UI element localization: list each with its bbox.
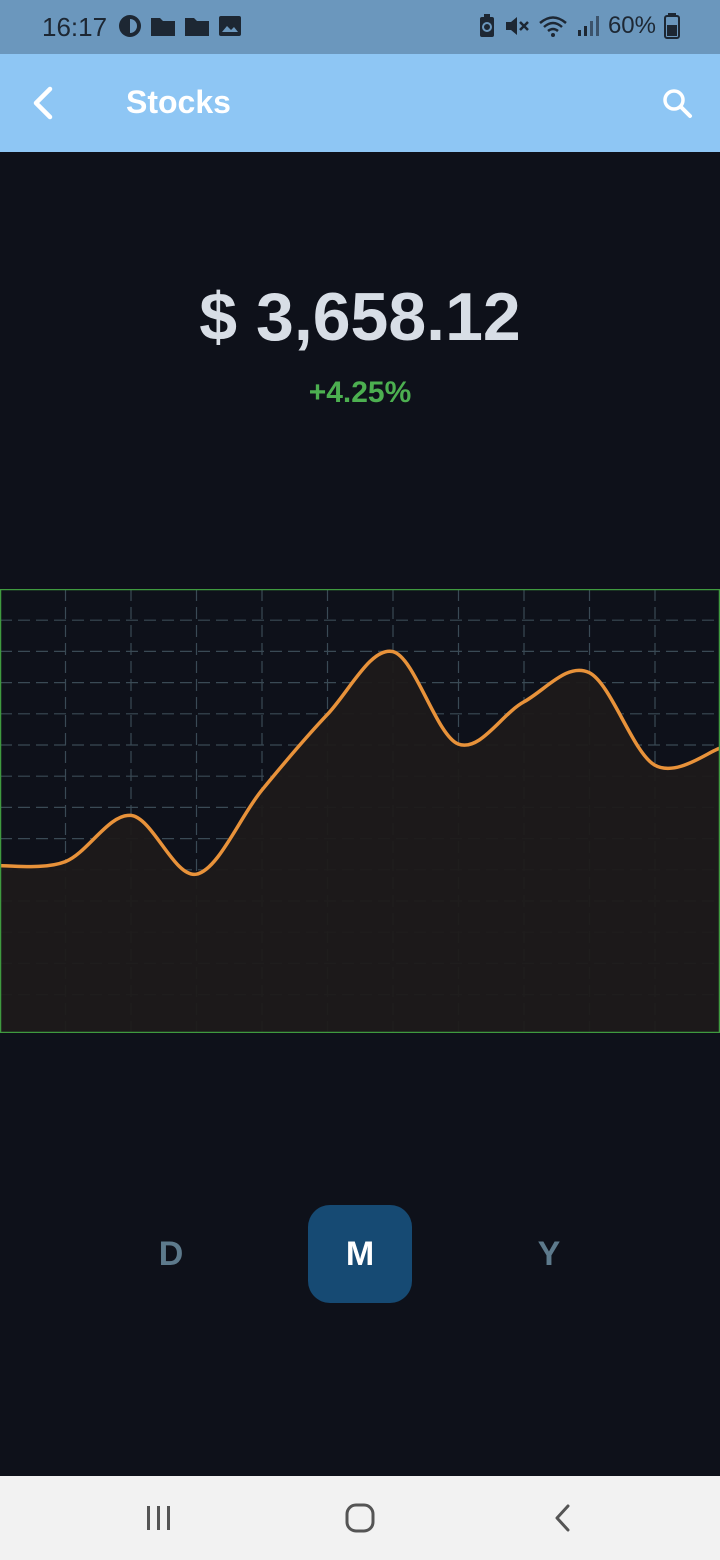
tab-day[interactable]: D <box>158 1234 184 1273</box>
signal-icon <box>577 16 599 36</box>
image-icon <box>219 16 241 36</box>
chart-area <box>0 651 720 1033</box>
range-tabs: D M Y <box>0 1205 720 1303</box>
chart-line <box>0 649 720 876</box>
back-arrow-icon <box>33 86 53 120</box>
price-chart[interactable] <box>0 589 720 1033</box>
nav-back-button[interactable] <box>532 1496 592 1540</box>
status-system-icons: 60% <box>478 12 680 40</box>
app-icon <box>119 15 141 37</box>
tab-year[interactable]: Y <box>537 1234 561 1273</box>
search-button[interactable] <box>652 78 702 128</box>
status-bar: 16:17 <box>0 0 720 54</box>
page-title: Stocks <box>126 84 231 120</box>
system-nav-bar <box>0 1476 720 1560</box>
mute-icon <box>505 17 529 35</box>
battery-icon <box>664 13 680 39</box>
app-bar: Stocks <box>0 54 720 152</box>
folder-icon <box>185 18 209 36</box>
wifi-icon <box>539 16 567 37</box>
recent-apps-icon <box>147 1506 170 1530</box>
recent-apps-button[interactable] <box>129 1496 189 1540</box>
search-icon <box>663 89 692 118</box>
tab-month[interactable]: M <box>308 1205 412 1303</box>
status-notification-icons <box>118 14 242 38</box>
back-button[interactable] <box>18 78 68 128</box>
home-icon <box>345 1503 375 1533</box>
stock-change: +4.25% <box>308 376 412 409</box>
folder-icon <box>151 18 175 36</box>
back-icon <box>555 1504 570 1532</box>
battery-saver-icon <box>479 14 494 37</box>
status-time: 16:17 <box>42 12 108 42</box>
battery-percent: 60% <box>607 12 656 39</box>
stock-price: $ 3,658.12 <box>199 279 521 355</box>
home-button[interactable] <box>330 1496 390 1540</box>
